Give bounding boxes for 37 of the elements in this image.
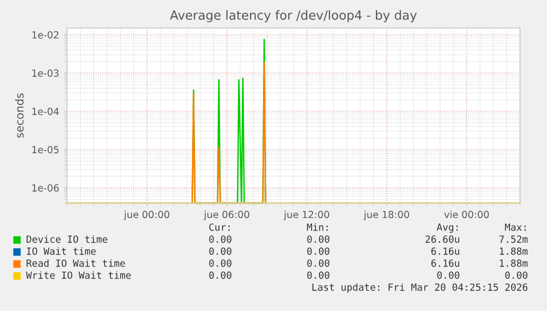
text: 0.00 bbox=[505, 271, 528, 279]
text: 0.00 bbox=[307, 235, 330, 243]
text: 1.88m bbox=[500, 247, 528, 255]
legend-label: Device IO time bbox=[26, 235, 108, 243]
text: 0.00 bbox=[209, 271, 232, 279]
text: Last update: Fri Mar 20 04:25:15 2026 bbox=[312, 283, 528, 293]
legend-label: IO Wait time bbox=[26, 247, 96, 255]
chart-title: Average latency for /dev/loop4 - by day bbox=[170, 10, 417, 22]
text: 26.60u bbox=[426, 235, 460, 243]
text: 0.00 bbox=[307, 247, 330, 255]
text: Avg: bbox=[436, 224, 458, 233]
y-tick-label: 1e-03 bbox=[32, 69, 59, 77]
y-axis-title: seconds bbox=[15, 93, 24, 138]
x-tick-label: jue 06:00 bbox=[204, 210, 250, 220]
text: 6.16u bbox=[431, 259, 460, 267]
text: 0.00 bbox=[209, 247, 232, 255]
x-tick-label: vie 00:00 bbox=[444, 210, 489, 218]
text: 6.16u bbox=[431, 247, 460, 255]
legend-label: Read IO Wait time bbox=[26, 259, 125, 267]
text: 0.00 bbox=[307, 259, 330, 267]
text: 0.00 bbox=[437, 271, 460, 279]
y-tick-label: 1e-05 bbox=[32, 146, 59, 154]
text: Cur: bbox=[209, 223, 230, 231]
y-tick-label: 1e-02 bbox=[32, 31, 58, 39]
x-tick-label: jue 00:00 bbox=[124, 210, 170, 220]
y-tick-label: 1e-04 bbox=[32, 108, 59, 116]
legend-label: Write IO Wait time bbox=[26, 271, 131, 279]
text: 0.00 bbox=[209, 235, 232, 243]
text: Max: bbox=[504, 224, 526, 231]
x-tick-label: jue 18:00 bbox=[364, 210, 410, 220]
text: 0.00 bbox=[209, 259, 232, 267]
text: 0.00 bbox=[307, 271, 330, 279]
text: 7.52m bbox=[499, 235, 528, 243]
y-tick-label: 1e-06 bbox=[32, 184, 59, 192]
text: Min: bbox=[306, 223, 328, 231]
x-tick-label: jue 12:00 bbox=[284, 210, 330, 220]
text: 1.88m bbox=[500, 259, 528, 267]
